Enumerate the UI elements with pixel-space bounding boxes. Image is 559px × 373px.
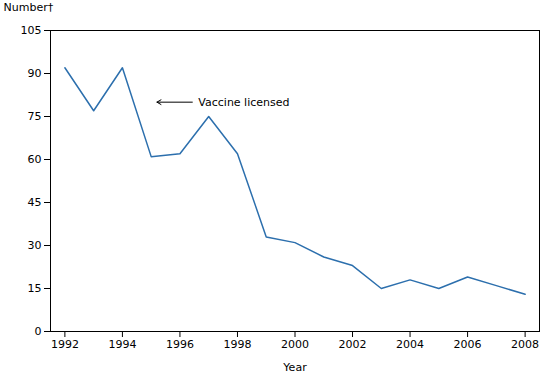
svg-text:Year: Year	[282, 361, 307, 373]
svg-text:Vaccine licensed: Vaccine licensed	[198, 96, 289, 109]
svg-text:1992: 1992	[51, 338, 79, 351]
svg-text:2004: 2004	[396, 338, 424, 351]
svg-text:45: 45	[28, 196, 42, 209]
svg-text:1994: 1994	[108, 338, 136, 351]
svg-text:1996: 1996	[166, 338, 194, 351]
svg-text:2000: 2000	[281, 338, 309, 351]
svg-text:15: 15	[28, 282, 42, 295]
svg-text:105: 105	[21, 24, 42, 37]
svg-text:0: 0	[35, 325, 42, 338]
svg-text:1998: 1998	[223, 338, 251, 351]
svg-text:2002: 2002	[339, 338, 367, 351]
svg-text:Number†: Number†	[4, 1, 54, 14]
svg-text:30: 30	[28, 239, 42, 252]
svg-text:75: 75	[28, 110, 42, 123]
svg-text:2008: 2008	[511, 338, 539, 351]
svg-text:2006: 2006	[454, 338, 482, 351]
svg-text:60: 60	[28, 153, 42, 166]
svg-text:90: 90	[28, 67, 42, 80]
